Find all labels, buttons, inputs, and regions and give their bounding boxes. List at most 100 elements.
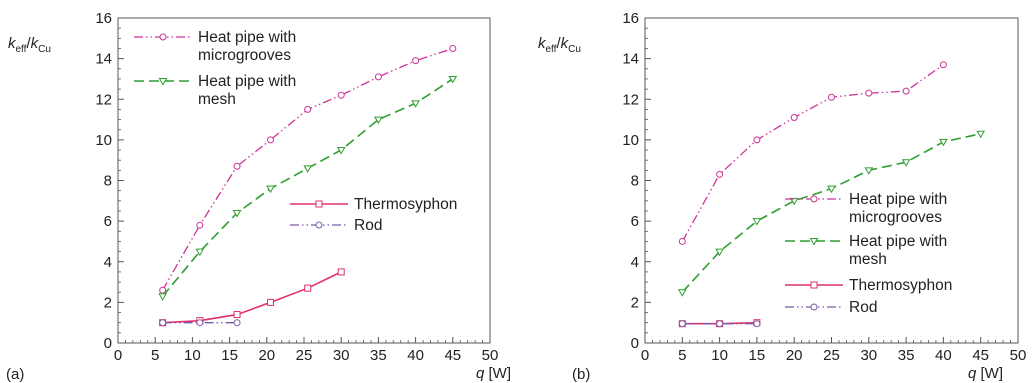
data-point <box>158 293 168 301</box>
legend-marker <box>315 221 323 229</box>
series-line <box>681 64 944 242</box>
x-tick-label: 25 <box>823 347 840 364</box>
legend-marker <box>809 238 819 246</box>
data-point <box>304 284 312 292</box>
legend-label: microgrooves <box>198 47 291 64</box>
legend: Thermosyphon Rod <box>290 196 457 234</box>
legend-label: Thermosyphon <box>849 277 952 294</box>
legend-marker <box>158 78 168 86</box>
series-microgrooves <box>678 61 947 245</box>
x-tick-label: 10 <box>184 347 201 364</box>
chart-panel-b: 0 5 10 15 20 25 30 35 40 45 50 0 2 4 6 8 10 12 14 16 keff/kC… <box>538 10 1026 383</box>
legend-label: Heat pipe with <box>849 233 947 250</box>
data-point <box>411 100 420 108</box>
x-tick-label: 35 <box>898 347 915 364</box>
y-tick-label: 2 <box>104 294 112 311</box>
x-tick-label: 0 <box>114 347 122 364</box>
y-tick-label: 16 <box>95 10 112 27</box>
legend-label: mesh <box>849 251 887 268</box>
data-point <box>448 75 458 84</box>
legend-marker <box>810 195 818 203</box>
data-point <box>159 286 167 294</box>
x-tick-label: 20 <box>786 347 803 364</box>
y-axis-label: keff/kCu <box>538 35 581 55</box>
series-rod <box>159 319 241 327</box>
data-point <box>976 130 986 139</box>
series-microgrooves <box>159 44 457 294</box>
x-tick-label: 30 <box>333 347 350 364</box>
data-point <box>267 136 275 144</box>
legend-marker <box>810 303 818 311</box>
x-tick-label: 5 <box>151 347 159 364</box>
data-point <box>412 57 420 65</box>
series-line <box>162 271 342 324</box>
data-point <box>677 289 687 297</box>
series-mesh <box>158 75 458 301</box>
data-point <box>752 218 762 226</box>
data-point <box>233 319 241 327</box>
x-tick-label: 45 <box>444 347 461 364</box>
data-point <box>232 210 242 218</box>
data-point <box>789 197 799 206</box>
y-tick-label: 10 <box>95 132 112 149</box>
legend-label: Heat pipe with <box>198 29 296 46</box>
legend-marker <box>159 33 167 41</box>
y-tick-label: 0 <box>104 335 112 352</box>
panel-label: (a) <box>6 366 24 383</box>
y-tick-label: 8 <box>631 173 639 190</box>
data-point <box>715 248 724 257</box>
series-thermosyphon <box>159 268 345 327</box>
y-tick-label: 4 <box>104 254 112 271</box>
y-tick-label: 6 <box>104 213 112 230</box>
x-tick-label: 50 <box>482 347 499 364</box>
data-point <box>827 185 836 194</box>
data-point <box>716 320 724 328</box>
series-rod <box>678 320 761 328</box>
data-point <box>337 91 345 99</box>
plot-frame <box>117 17 491 344</box>
data-point <box>678 237 686 245</box>
data-point <box>266 185 275 194</box>
x-tick-label: 25 <box>296 347 313 364</box>
y-tick-label: 16 <box>622 10 639 27</box>
y-tick-label: 12 <box>622 91 639 108</box>
x-tick-label: 5 <box>678 347 686 364</box>
data-point <box>336 147 346 155</box>
x-tick-label: 40 <box>407 347 424 364</box>
data-point <box>267 298 275 306</box>
y-tick-label: 4 <box>631 254 639 271</box>
y-tick-label: 12 <box>95 91 112 108</box>
x-tick-label: 40 <box>935 347 952 364</box>
chart-panel-a: 0 5 10 15 20 25 30 35 40 45 50 0 2 4 6 8 10 12 14 16 keff/kC… <box>6 10 511 383</box>
y-tick-label: 2 <box>631 294 639 311</box>
data-point <box>195 248 205 257</box>
legend-label: Rod <box>849 299 877 316</box>
legend-marker <box>315 200 323 208</box>
data-point <box>304 105 312 113</box>
y-tick-label: 6 <box>631 213 639 230</box>
data-point <box>901 159 911 167</box>
data-point <box>939 138 948 147</box>
y-axis-label: keff/kCu <box>8 35 51 55</box>
legend-marker <box>810 281 818 289</box>
series-mesh <box>677 130 986 297</box>
data-point <box>159 319 167 327</box>
y-tick-label: 14 <box>95 51 112 68</box>
plot-frame <box>644 17 1019 344</box>
data-point <box>939 61 947 69</box>
legend-label: Thermosyphon <box>354 196 457 213</box>
y-tick-label: 8 <box>104 173 112 190</box>
panel-label: (b) <box>572 366 590 383</box>
x-axis-label: q [W] <box>476 365 511 382</box>
legend-label: Rod <box>354 217 382 234</box>
legend-label: microgrooves <box>849 209 942 226</box>
x-tick-label: 20 <box>258 347 275 364</box>
legend-label: Heat pipe with <box>849 191 947 208</box>
data-point <box>753 320 761 328</box>
data-point <box>865 89 873 97</box>
y-tick-label: 0 <box>631 335 639 352</box>
x-tick-label: 10 <box>711 347 728 364</box>
